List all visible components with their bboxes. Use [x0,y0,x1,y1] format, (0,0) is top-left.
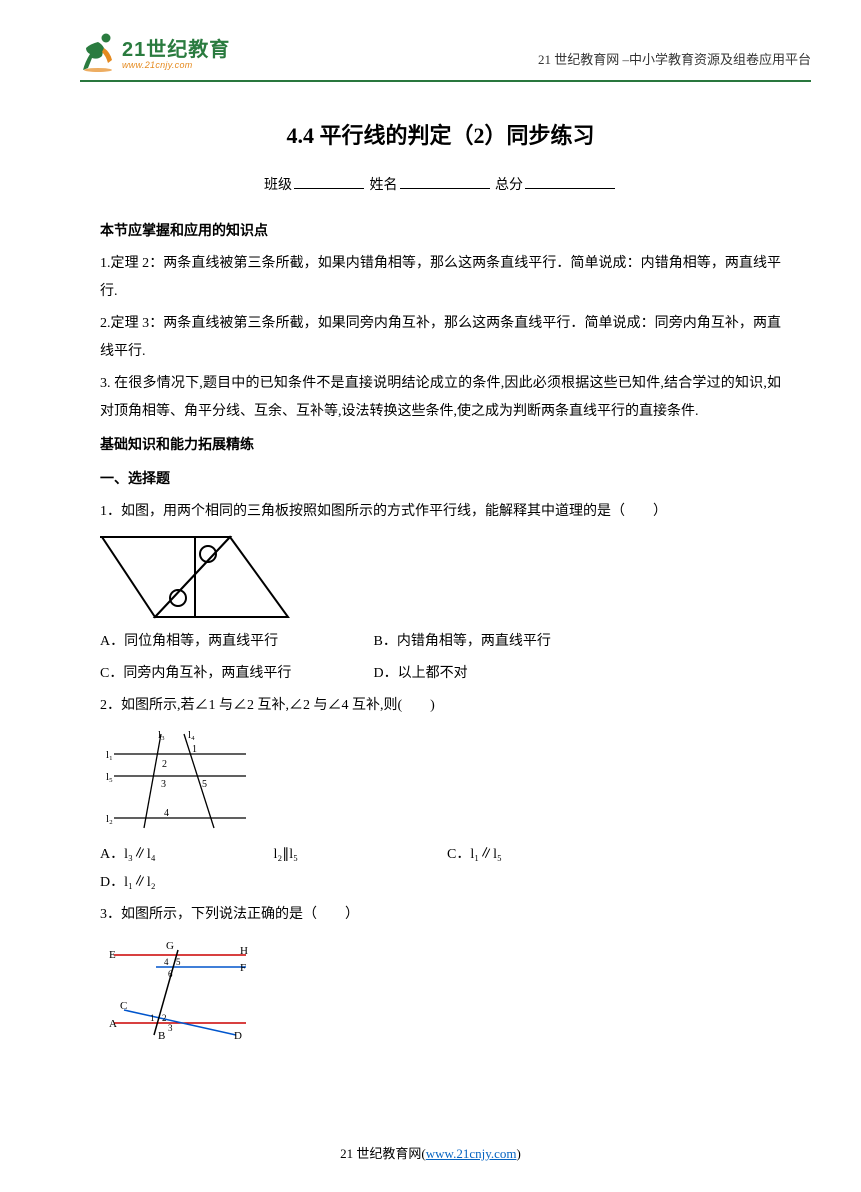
class-blank[interactable] [294,175,364,189]
q1-option-c[interactable]: C．同旁内角互补，两直线平行 [100,660,370,688]
header-tagline: 21 世纪教育网 –中小学教育资源及组卷应用平台 [538,49,811,72]
class-label: 班级 [264,178,292,193]
q1-option-b[interactable]: B．内错角相等，两直线平行 [374,634,551,649]
q2-option-c[interactable]: C．l₁∥l₅ [447,841,617,869]
section-mc-heading: 一、选择题 [100,466,781,494]
name-label: 姓名 [370,178,398,193]
q2-stem: 2．如图所示,若∠1 与∠2 互补,∠2 与∠4 互补,则( ) [100,692,781,720]
document-body: 4.4 平行线的判定（2）同步练习 班级 姓名 总分 本节应掌握和应用的知识点 … [0,82,861,1050]
fig2-a1: 1 [192,744,197,755]
fig3-H: H [240,945,248,957]
q1-option-d[interactable]: D．以上都不对 [374,666,468,681]
section-practice-heading: 基础知识和能力拓展精练 [100,432,781,460]
theorem-2: 2.定理 3：两条直线被第三条所截，如果同旁内角互补，那么这两条直线平行．简单说… [100,310,781,366]
logo-cn-text: 21世纪教育 [122,33,230,62]
page-title: 4.4 平行线的判定（2）同步练习 [100,114,781,158]
fig2-l2: l₂ [106,813,113,825]
fig3-E: E [109,949,116,961]
fig2-l5: l₅ [106,771,113,783]
fig3-3: 3 [168,1023,173,1033]
fig3-A: A [109,1018,117,1030]
fig2-a2: 2 [162,759,167,770]
footer-prefix: 21 世纪教育网( [340,1146,426,1161]
page-header: 21世纪教育 www.21cnjy.com 21 世纪教育网 –中小学教育资源及… [0,0,861,80]
q2-option-d[interactable]: D．l₁∥l₂ [100,869,270,897]
fig3-D: D [234,1030,242,1042]
fig2-a4: 4 [164,808,169,819]
q1-figure [100,532,290,622]
fig2-a5: 5 [202,779,207,790]
fig2-l3: l₃ [158,729,165,741]
q3-figure: E H F G A B C D 4 5 6 1 2 3 [106,935,251,1050]
q2-figure: l₃ l₄ l₁ l₅ l₂ 2 1 3 5 4 [106,728,251,833]
q2-option-b[interactable]: l₂∥l₅ [274,841,444,869]
page-footer: 21 世纪教育网(www.21cnjy.com) [0,1143,861,1162]
q1-options-row2: C．同旁内角互补，两直线平行 D．以上都不对 [100,660,781,688]
footer-suffix: ) [517,1146,521,1161]
q1-option-a[interactable]: A．同位角相等，两直线平行 [100,628,370,656]
logo-figure-icon [80,30,118,72]
q1-options-row1: A．同位角相等，两直线平行 B．内错角相等，两直线平行 [100,628,781,656]
student-info-line: 班级 姓名 总分 [100,172,781,200]
fig3-G: G [166,940,174,952]
logo-text: 21世纪教育 www.21cnjy.com [122,33,230,70]
name-blank[interactable] [400,175,490,189]
fig3-6: 6 [168,969,173,979]
fig3-4: 4 [164,957,169,967]
fig3-C: C [120,1000,127,1012]
fig3-B: B [158,1030,165,1042]
fig3-2: 2 [162,1013,167,1023]
q1-stem: 1．如图，用两个相同的三角板按照如图所示的方式作平行线，能解释其中道理的是（ ） [100,498,781,526]
score-label: 总分 [495,178,523,193]
theorem-3: 3. 在很多情况下,题目中的已知条件不是直接说明结论成立的条件,因此必须根据这些… [100,370,781,426]
q3-stem: 3．如图所示，下列说法正确的是（ ） [100,901,781,929]
q2-option-a[interactable]: A．l₃∥l₄ [100,841,270,869]
section-knowledge-heading: 本节应掌握和应用的知识点 [100,218,781,246]
fig3-1: 1 [150,1013,155,1023]
score-blank[interactable] [525,175,615,189]
fig2-l1: l₁ [106,749,113,761]
fig3-5: 5 [176,957,181,967]
fig3-F: F [240,962,246,974]
logo: 21世纪教育 www.21cnjy.com [80,30,230,72]
theorem-1: 1.定理 2：两条直线被第三条所截，如果内错角相等，那么这两条直线平行．简单说成… [100,250,781,306]
fig2-a3: 3 [161,779,166,790]
fig2-l4: l₄ [188,729,195,741]
q2-options-row: A．l₃∥l₄ l₂∥l₅ C．l₁∥l₅ D．l₁∥l₂ [100,841,781,897]
footer-url-link[interactable]: www.21cnjy.com [426,1146,517,1161]
